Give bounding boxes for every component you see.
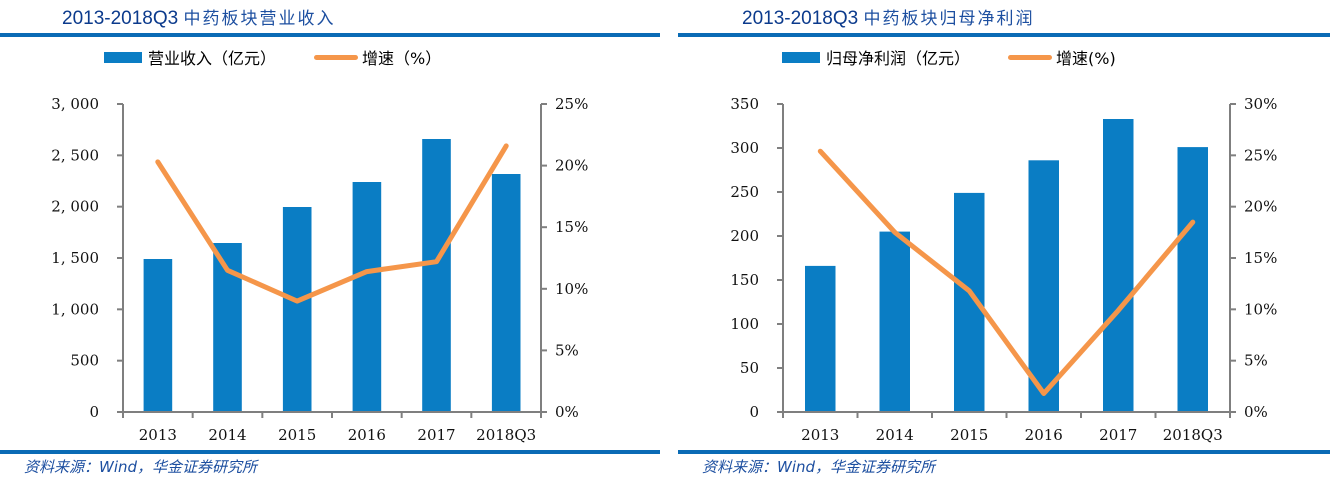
x-tick-label: 2016 — [348, 426, 386, 444]
left-tick-label: 1, 500 — [51, 249, 99, 267]
bar-2017 — [1103, 119, 1134, 412]
left-tick-label: 50 — [740, 359, 759, 377]
bar-2017 — [422, 139, 451, 412]
right-tick-label: 25% — [1244, 146, 1277, 164]
left-tick-label: 1, 000 — [51, 300, 99, 318]
source-divider — [0, 450, 660, 454]
right-tick-label: 20% — [1244, 198, 1277, 216]
right-tick-label: 25% — [555, 95, 588, 113]
legend-bar-swatch — [782, 51, 820, 63]
right-tick-label: 10% — [1244, 300, 1277, 318]
source-divider — [678, 450, 1330, 454]
left-tick-label: 2, 500 — [51, 146, 99, 164]
x-tick-label: 2017 — [417, 426, 455, 444]
legend-bar-label: 归母净利润（亿元） — [826, 49, 971, 68]
chart-legend: 营业收入（亿元） 增速（%） — [104, 45, 441, 69]
left-tick-label: 350 — [730, 95, 759, 113]
bar-2014 — [879, 231, 910, 412]
chart-title: 2013-2018Q3 中药板块营业收入 — [62, 4, 336, 30]
bar-2015 — [282, 207, 312, 412]
title-divider — [0, 33, 660, 37]
left-tick-label: 2, 000 — [51, 198, 99, 216]
x-tick-label: 2018Q3 — [476, 426, 536, 444]
chart-title: 2013-2018Q3 中药板块归母净利润 — [742, 4, 1035, 30]
legend-bar-label: 营业收入（亿元） — [148, 49, 277, 68]
right-tick-label: 5% — [555, 341, 579, 359]
x-tick-label: 2013 — [801, 426, 839, 444]
legend-bar-swatch — [104, 51, 142, 63]
right-tick-label: 15% — [1244, 249, 1277, 267]
bar-2016 — [1028, 160, 1059, 412]
growth-line — [817, 148, 1196, 396]
left-tick-label: 0 — [749, 403, 759, 421]
x-tick-label: 2018Q3 — [1163, 426, 1223, 444]
x-tick-label: 2015 — [278, 426, 316, 444]
bar-2018Q3 — [491, 174, 521, 412]
x-tick-label: 2016 — [1025, 426, 1063, 444]
legend-line-swatch — [314, 54, 359, 60]
right-tick-label: 15% — [555, 218, 588, 236]
chart-title-prefix: 2013-2018Q3 — [62, 8, 179, 29]
right-tick-label: 30% — [1244, 95, 1277, 113]
right-tick-label: 10% — [555, 280, 588, 298]
right-tick-label: 0% — [1244, 403, 1268, 421]
left-tick-label: 250 — [730, 183, 759, 201]
chart-legend: 归母净利润（亿元） 增速(%) — [782, 45, 1116, 69]
bar-2018Q3 — [1177, 147, 1208, 412]
right-tick-label: 0% — [555, 403, 579, 421]
x-tick-label: 2015 — [950, 426, 988, 444]
revenue-chart-panel: 2013-2018Q3 中药板块营业收入 营业收入（亿元） 增速（%） 0 500… — [0, 0, 660, 482]
profit-chart-plot: 0 50 100 150 200 250 300 350 0% 5% 10% 15% 20% 25% 30%… — [730, 95, 1277, 444]
left-tick-label: 500 — [70, 352, 99, 370]
legend-line-swatch — [1008, 54, 1053, 60]
left-tick-label: 150 — [730, 271, 759, 289]
left-tick-label: 3, 000 — [51, 95, 99, 113]
revenue-chart-plot: 0 500 1, 000 1, 500 2, 000 2, 500 3, 000 0% 5% 10… — [51, 95, 588, 444]
bar-2013 — [143, 259, 173, 412]
chart-title-cn: 中药板块营业收入 — [183, 9, 336, 29]
chart-title-prefix: 2013-2018Q3 — [742, 8, 859, 29]
title-divider — [678, 33, 1330, 37]
x-tick-label: 2013 — [139, 426, 177, 444]
source-note: 资料来源：Wind，华金证券研究所 — [702, 458, 936, 476]
left-tick-label: 200 — [730, 227, 759, 245]
growth-line — [155, 143, 509, 304]
source-note: 资料来源：Wind，华金证券研究所 — [24, 458, 258, 476]
left-tick-label: 100 — [730, 315, 759, 333]
bar-2016 — [352, 182, 382, 412]
left-tick-label: 300 — [730, 139, 759, 157]
legend-line-label: 增速(%) — [1056, 49, 1116, 68]
left-tick-label: 0 — [89, 403, 99, 421]
chart-title-cn: 中药板块归母净利润 — [863, 9, 1035, 29]
profit-chart-panel: 2013-2018Q3 中药板块归母净利润 归母净利润（亿元） 增速(%) 0 5… — [670, 0, 1330, 482]
bar-2013 — [805, 265, 836, 412]
x-tick-label: 2017 — [1099, 426, 1137, 444]
legend-line-label: 增速（%） — [362, 49, 442, 68]
x-tick-label: 2014 — [876, 426, 914, 444]
right-tick-label: 5% — [1244, 352, 1268, 370]
x-tick-label: 2014 — [208, 426, 246, 444]
right-tick-label: 20% — [555, 157, 588, 175]
